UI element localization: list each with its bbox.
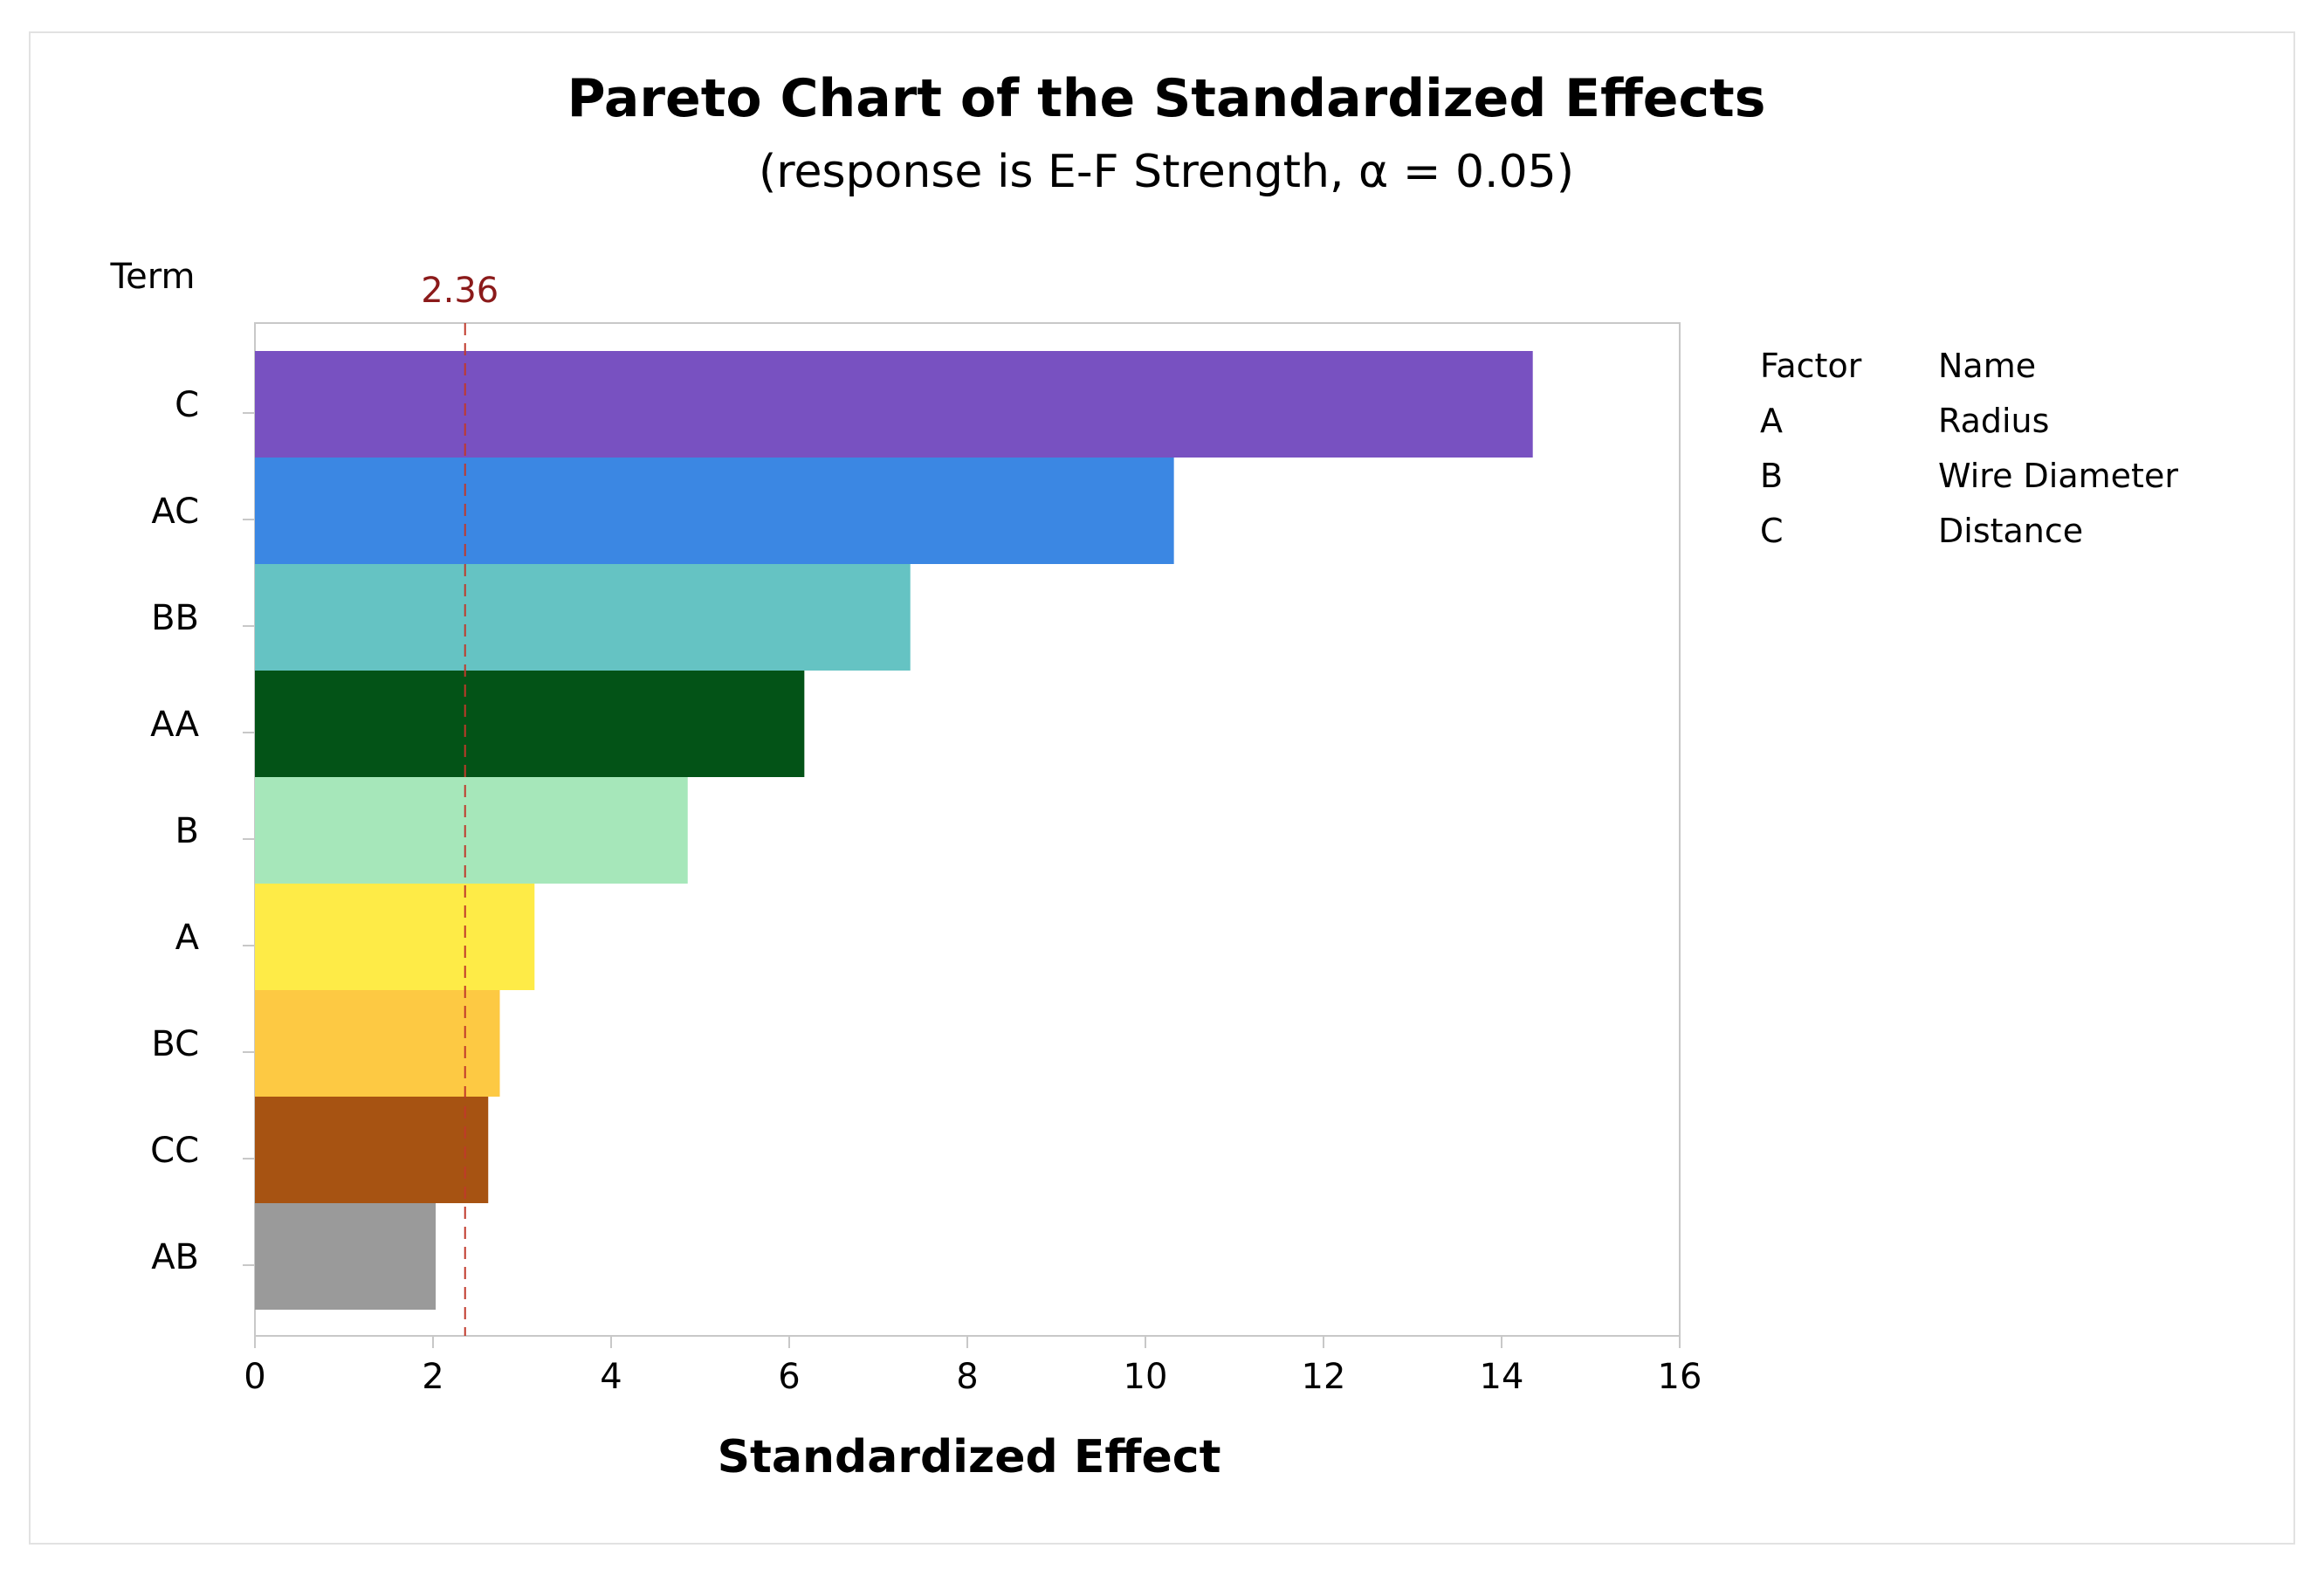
term-label-a: A	[175, 918, 200, 958]
bar-bb	[255, 564, 911, 671]
x-tick-label: 8	[956, 1357, 978, 1397]
legend-header-name: Name	[1938, 347, 2036, 385]
legend-header-factor: Factor	[1760, 347, 1862, 385]
reference-line-group: 2.36	[421, 271, 498, 1336]
y-axis-title: Term	[110, 257, 196, 297]
x-tick-label: 14	[1480, 1357, 1524, 1397]
legend-factor-a: A	[1760, 402, 1783, 440]
x-tick-label: 10	[1124, 1357, 1168, 1397]
bar-c	[255, 351, 1533, 458]
legend-name-c: Distance	[1938, 512, 2083, 550]
reference-line-label: 2.36	[421, 271, 498, 311]
term-label-ac: AC	[151, 492, 199, 532]
term-label-bc: BC	[151, 1024, 199, 1064]
bar-cc	[255, 1097, 489, 1203]
x-tick-label: 0	[244, 1357, 265, 1397]
term-label-cc: CC	[150, 1131, 199, 1171]
bars-group	[255, 351, 1533, 1310]
term-label-b: B	[175, 811, 199, 851]
term-label-c: C	[175, 385, 199, 425]
bar-ac	[255, 458, 1174, 564]
x-axis-title: Standardized Effect	[718, 1431, 1221, 1483]
x-ticks-group: 0 2 4 6 8 10 12 14 16	[244, 1336, 1702, 1397]
legend-name-b: Wire Diameter	[1938, 457, 2178, 495]
x-tick-label: 2	[422, 1357, 443, 1397]
chart-title: Pareto Chart of the Standardized Effects	[567, 68, 1766, 129]
term-label-ab: AB	[151, 1237, 199, 1277]
x-tick-label: 16	[1658, 1357, 1702, 1397]
bar-a	[255, 884, 535, 990]
chart-subtitle: (response is E-F Strength, α = 0.05)	[759, 146, 1574, 198]
x-tick-label: 6	[778, 1357, 800, 1397]
legend-factor-b: B	[1760, 457, 1783, 495]
bar-ab	[255, 1203, 437, 1310]
legend-name-a: Radius	[1938, 402, 2049, 440]
y-ticks-group: C AC BB AA B A BC CC AB	[150, 385, 255, 1277]
factor-legend: Factor Name A Radius B Wire Diameter C Distance	[1760, 347, 2178, 550]
x-tick-label: 4	[600, 1357, 622, 1397]
term-label-aa: AA	[150, 705, 199, 745]
bar-aa	[255, 671, 805, 777]
bar-b	[255, 777, 688, 884]
term-label-bb: BB	[151, 598, 199, 638]
bar-bc	[255, 990, 500, 1097]
x-tick-label: 12	[1302, 1357, 1346, 1397]
legend-factor-c: C	[1760, 512, 1784, 550]
